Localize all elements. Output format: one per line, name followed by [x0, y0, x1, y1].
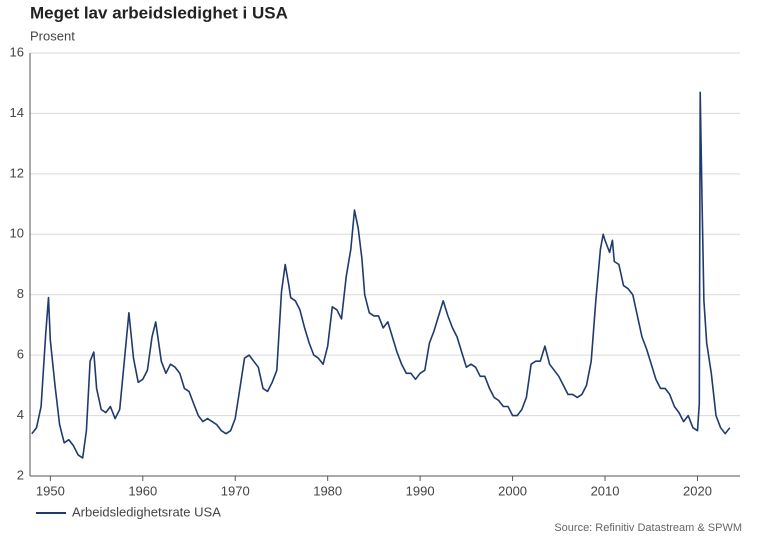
x-tick-label: 2000: [498, 483, 527, 498]
y-tick-label: 12: [10, 165, 24, 180]
x-tick-label: 1950: [36, 483, 65, 498]
x-tick-label: 2010: [591, 483, 620, 498]
y-tick-label: 16: [10, 44, 24, 59]
source: Source: Refinitiv Datastream & SPWM: [554, 522, 742, 534]
y-tick-label: 14: [10, 105, 24, 120]
chart-subtitle: Prosent: [30, 28, 75, 43]
x-tick-label: 1970: [221, 483, 250, 498]
y-tick-label: 4: [17, 407, 24, 422]
y-tick-label: 6: [17, 347, 24, 362]
legend-label: Arbeidsledighetsrate USA: [72, 504, 221, 519]
x-tick-label: 2020: [683, 483, 712, 498]
x-tick-label: 1980: [313, 483, 342, 498]
y-tick-label: 2: [17, 467, 24, 482]
x-tick-label: 1960: [128, 483, 157, 498]
x-tick-label: 1990: [406, 483, 435, 498]
chart-title: Meget lav arbeidsledighet i USA: [30, 3, 288, 22]
y-tick-label: 10: [10, 226, 24, 241]
y-tick-label: 8: [17, 286, 24, 301]
line: [31, 91, 731, 459]
